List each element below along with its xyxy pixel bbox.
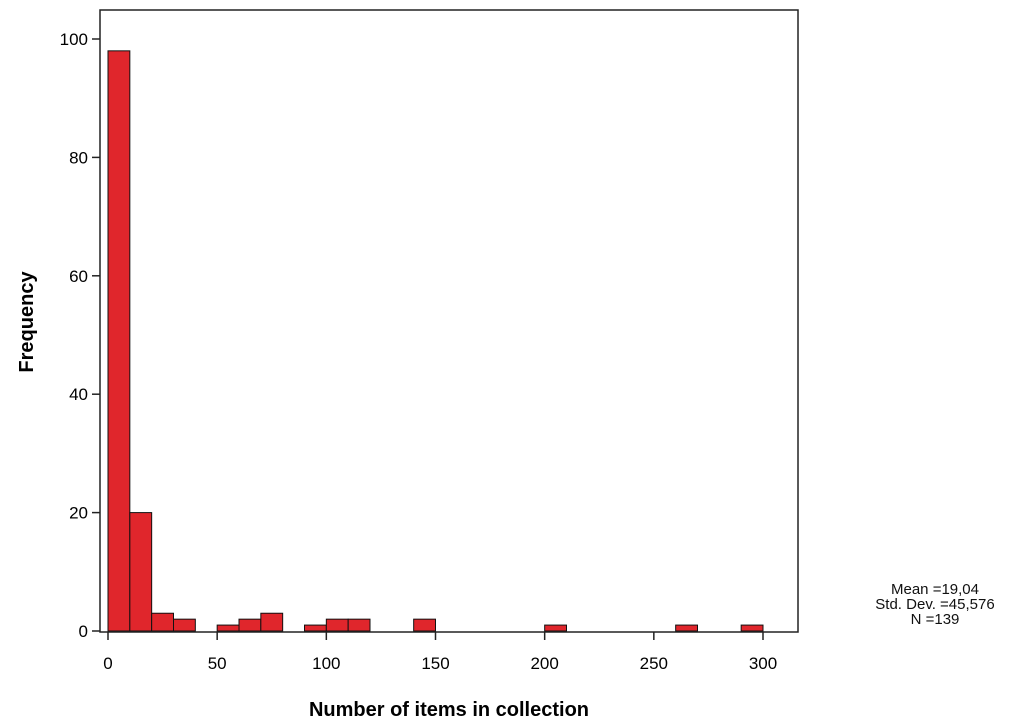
y-axis-label: Frequency: [16, 271, 38, 373]
summary-stats: Mean =19,04 Std. Dev. =45,576 N =139: [840, 582, 1030, 627]
histogram-bar: [304, 624, 327, 632]
x-tick-label: 100: [312, 654, 340, 673]
histogram-bar: [107, 50, 131, 632]
histogram-bar: [740, 624, 764, 632]
x-axis-label: Number of items in collection: [309, 699, 589, 721]
x-tick-label: 0: [103, 654, 112, 673]
histogram-bar: [325, 618, 349, 632]
y-tick-label: 40: [69, 385, 88, 404]
x-tick-label: 150: [421, 654, 449, 673]
y-tick-label: 60: [69, 267, 88, 286]
y-tick-label: 0: [79, 622, 88, 641]
histogram-bars: [107, 50, 764, 632]
stat-n: N =139: [910, 611, 960, 628]
histogram-bar: [129, 512, 153, 632]
stat-std-dev: Std. Dev. =45,576: [875, 596, 995, 613]
x-tick-label: 250: [640, 654, 668, 673]
histogram-bar: [151, 612, 175, 632]
plot-frame: [99, 9, 799, 633]
histogram-bar: [238, 618, 262, 632]
y-tick-label: 100: [60, 30, 88, 49]
histogram-bar: [675, 624, 699, 632]
histogram-bar: [173, 618, 196, 632]
histogram-bar: [347, 618, 371, 632]
x-axis-ticks: 0 50 100 150 200 250 300: [103, 632, 777, 673]
y-axis-ticks: 0 20 40 60 80 100: [60, 30, 100, 641]
histogram-bar: [260, 612, 284, 632]
histogram-bar: [413, 618, 436, 632]
histogram-bar: [216, 624, 240, 632]
y-tick-label: 20: [69, 504, 88, 523]
x-tick-label: 300: [749, 654, 777, 673]
histogram-bar: [544, 624, 568, 632]
stat-mean: Mean =19,04: [891, 581, 979, 598]
y-tick-label: 80: [69, 148, 88, 167]
x-tick-label: 50: [208, 654, 227, 673]
x-tick-label: 200: [530, 654, 558, 673]
